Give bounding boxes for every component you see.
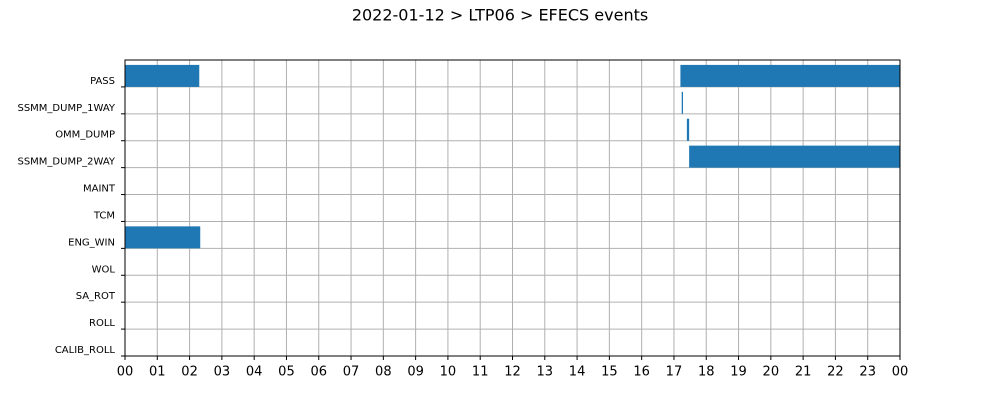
- event-bar: [686, 118, 690, 141]
- x-tick-label: 13: [537, 365, 554, 380]
- y-tick-label: CALIB_ROLL: [55, 345, 116, 356]
- x-tick-label: 14: [569, 365, 586, 380]
- y-tick-label: TCM: [93, 210, 115, 221]
- x-tick-label: 08: [375, 365, 392, 380]
- event-bar: [125, 64, 200, 87]
- y-tick-label: ENG_WIN: [68, 237, 115, 248]
- x-tick-label: 22: [827, 365, 844, 380]
- x-tick-label: 10: [440, 365, 457, 380]
- y-tick-label: SA_ROT: [76, 291, 116, 302]
- x-tick-label: 19: [730, 365, 747, 380]
- y-tick-label: SSMM_DUMP_2WAY: [17, 157, 115, 168]
- x-tick-label: 21: [795, 365, 812, 380]
- y-tick-label: SSMM_DUMP_1WAY: [17, 103, 115, 114]
- chart-title: 2022-01-12 > LTP06 > EFECS events: [352, 6, 648, 25]
- x-tick-label: 06: [310, 365, 327, 380]
- x-tick-label: 05: [278, 365, 295, 380]
- x-tick-label: 18: [698, 365, 715, 380]
- x-tick-label: 01: [149, 365, 166, 380]
- x-tick-label: 02: [181, 365, 198, 380]
- x-tick-label: 00: [117, 365, 134, 380]
- x-tick-label: 23: [859, 365, 876, 380]
- event-bar: [689, 145, 900, 168]
- event-bar: [680, 64, 900, 87]
- x-tick-label: 09: [407, 365, 424, 380]
- x-tick-label: 15: [601, 365, 618, 380]
- y-tick-label: ROLL: [89, 318, 115, 329]
- x-tick-label: 16: [633, 365, 650, 380]
- x-tick-label: 20: [763, 365, 780, 380]
- y-tick-label: MAINT: [83, 184, 116, 195]
- y-tick-label: WOL: [92, 264, 116, 275]
- x-tick-label: 12: [504, 365, 521, 380]
- y-tick-label: PASS: [90, 76, 115, 87]
- x-tick-label: 03: [214, 365, 231, 380]
- x-tick-label: 17: [666, 365, 683, 380]
- x-tick-label: 04: [246, 365, 263, 380]
- x-tick-label: 00: [892, 365, 909, 380]
- x-tick-label: 07: [343, 365, 360, 380]
- x-tick-label: 11: [472, 365, 489, 380]
- y-tick-label: OMM_DUMP: [55, 130, 115, 141]
- plot-frame: [124, 59, 901, 357]
- event-bar: [125, 226, 201, 249]
- event-bar: [681, 91, 683, 114]
